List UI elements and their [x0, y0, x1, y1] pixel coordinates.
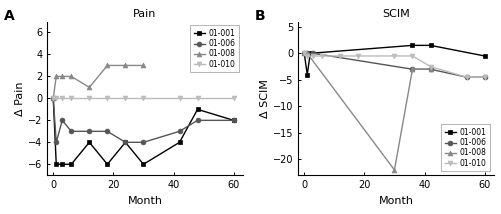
01-010: [68, 97, 74, 100]
01-010: [304, 55, 310, 57]
01-001: [68, 163, 74, 166]
01-001: [301, 52, 307, 55]
Legend: 01-001, 01-006, 01-008, 01-010: 01-001, 01-006, 01-008, 01-010: [440, 124, 489, 171]
01-001: [427, 44, 433, 47]
Line: 01-010: 01-010: [301, 51, 486, 80]
X-axis label: Month: Month: [127, 196, 162, 206]
01-010: [104, 97, 110, 100]
Line: 01-001: 01-001: [301, 43, 486, 77]
01-006: [140, 141, 146, 144]
01-010: [319, 55, 325, 57]
01-006: [104, 130, 110, 133]
X-axis label: Month: Month: [378, 196, 413, 206]
01-001: [86, 141, 92, 144]
Line: 01-008: 01-008: [51, 63, 146, 101]
Y-axis label: Δ SCIM: Δ SCIM: [260, 79, 270, 118]
01-010: [59, 97, 65, 100]
01-001: [59, 163, 65, 166]
Line: 01-006: 01-006: [301, 51, 486, 80]
Title: Pain: Pain: [133, 9, 156, 19]
01-001: [194, 108, 200, 111]
Text: A: A: [4, 9, 15, 23]
01-010: [301, 52, 307, 55]
01-010: [194, 97, 200, 100]
01-006: [462, 76, 468, 79]
01-010: [355, 55, 361, 57]
01-006: [86, 130, 92, 133]
01-006: [301, 52, 307, 55]
01-006: [480, 76, 486, 79]
01-008: [59, 75, 65, 78]
01-010: [391, 55, 397, 57]
01-001: [122, 141, 128, 144]
Line: 01-006: 01-006: [51, 96, 235, 145]
01-006: [304, 52, 310, 55]
Y-axis label: Δ Pain: Δ Pain: [15, 81, 25, 116]
01-010: [337, 55, 343, 57]
Line: 01-008: 01-008: [301, 51, 432, 172]
01-008: [50, 97, 56, 100]
01-001: [307, 52, 313, 55]
Line: 01-010: 01-010: [51, 96, 235, 101]
01-008: [301, 52, 307, 55]
01-006: [427, 68, 433, 70]
01-001: [53, 163, 59, 166]
01-001: [480, 55, 486, 57]
01-008: [409, 68, 415, 70]
01-010: [122, 97, 128, 100]
Line: 01-001: 01-001: [51, 96, 235, 167]
01-010: [86, 97, 92, 100]
01-001: [104, 163, 110, 166]
01-001: [230, 119, 236, 122]
01-006: [194, 119, 200, 122]
01-010: [310, 55, 316, 57]
01-006: [230, 119, 236, 122]
Legend: 01-001, 01-006, 01-008, 01-010: 01-001, 01-006, 01-008, 01-010: [189, 25, 238, 72]
01-006: [409, 68, 415, 70]
01-010: [50, 97, 56, 100]
01-006: [68, 130, 74, 133]
01-010: [140, 97, 146, 100]
01-001: [176, 141, 182, 144]
01-001: [140, 163, 146, 166]
01-010: [409, 55, 415, 57]
01-001: [50, 97, 56, 100]
Title: SCIM: SCIM: [381, 9, 409, 19]
01-008: [140, 64, 146, 67]
01-010: [230, 97, 236, 100]
01-001: [409, 44, 415, 47]
01-010: [462, 76, 468, 79]
01-008: [122, 64, 128, 67]
01-010: [176, 97, 182, 100]
01-006: [310, 52, 316, 55]
01-008: [86, 86, 92, 89]
01-008: [104, 64, 110, 67]
01-008: [304, 52, 310, 55]
01-006: [59, 119, 65, 122]
01-006: [122, 141, 128, 144]
01-008: [68, 75, 74, 78]
01-006: [50, 97, 56, 100]
01-008: [427, 68, 433, 70]
01-001: [304, 73, 310, 76]
01-008: [53, 75, 59, 78]
Text: B: B: [255, 9, 266, 23]
01-008: [391, 169, 397, 171]
01-006: [53, 141, 59, 144]
01-006: [176, 130, 182, 133]
01-010: [427, 65, 433, 68]
01-010: [53, 97, 59, 100]
01-010: [480, 76, 486, 79]
